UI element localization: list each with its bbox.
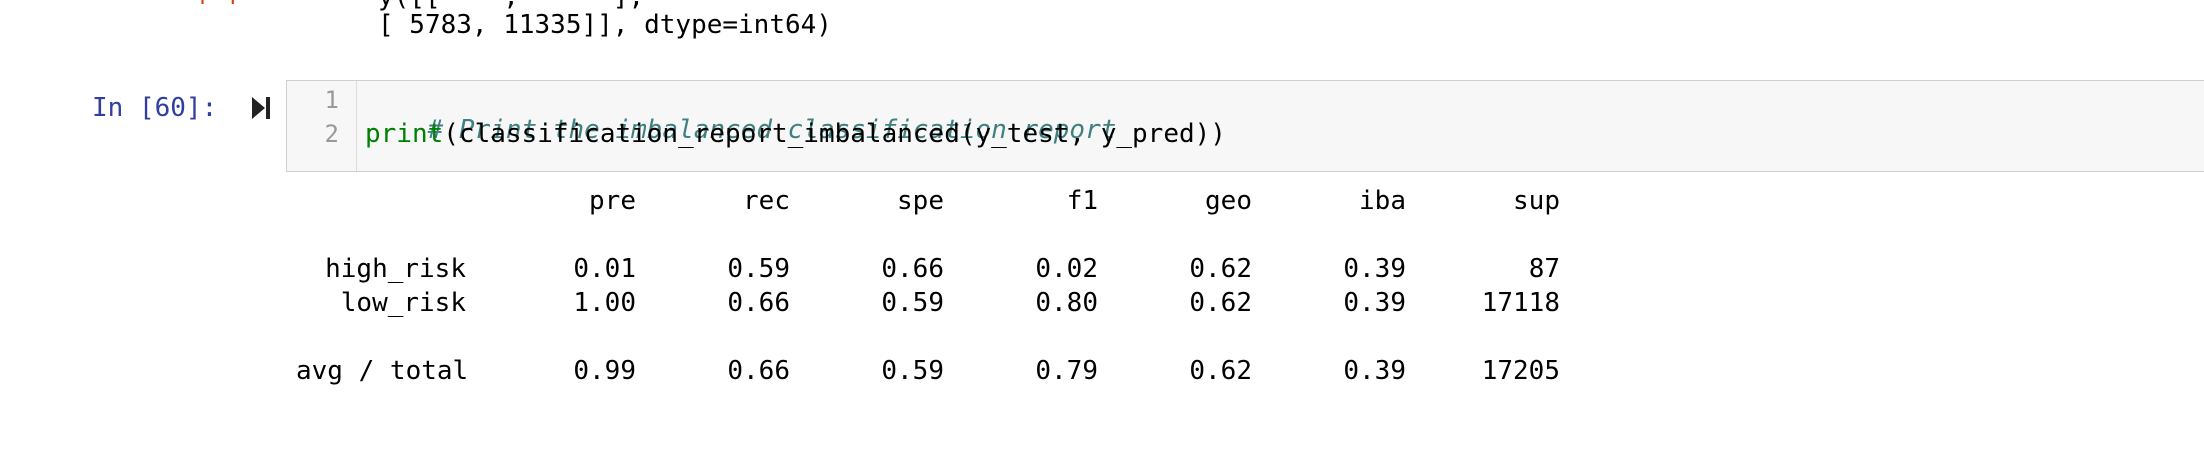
code-builtin-print: print: [365, 119, 444, 149]
line-number: 1: [324, 86, 339, 114]
line-number: 2: [324, 120, 339, 148]
report-cell: 0.01: [573, 254, 636, 284]
report-cell: 0.39: [1343, 254, 1406, 284]
report-cell: 0.66: [727, 356, 790, 386]
report-col-header: spe: [897, 186, 944, 216]
report-row-label: avg / total: [296, 356, 469, 386]
report-cell: 0.02: [1035, 254, 1098, 284]
report-cell: 17205: [1481, 356, 1560, 386]
report-cell: 0.99: [573, 356, 636, 386]
classification-report-output: pre rec spe f1 geo iba sup high_risk 0.0…: [296, 186, 1616, 406]
report-col-header: geo: [1205, 186, 1252, 216]
report-cell: 87: [1528, 254, 1560, 284]
previous-cell-output: [ ] y([[ , ], [ 5783, 11335]], dtype=int…: [0, 0, 1200, 40]
code-line-2: print(classification_report_imbalanced(y…: [365, 119, 1226, 149]
report-cell: 0.80: [1035, 288, 1098, 318]
step-run-icon[interactable]: [250, 95, 272, 121]
report-cell: 0.62: [1189, 288, 1252, 318]
previous-output-line-1: y([[ , ],: [378, 0, 644, 12]
report-cell: 0.79: [1035, 356, 1098, 386]
report-cell: 0.59: [881, 288, 944, 318]
line-number-gutter: 1 2: [287, 81, 357, 171]
code-call-args: (classification_report_imbalanced(y_test…: [443, 119, 1226, 149]
report-cell: 0.62: [1189, 254, 1252, 284]
previous-output-prompt: [ ]: [196, 0, 256, 4]
report-cell: 0.59: [881, 356, 944, 386]
report-col-header: f1: [1066, 186, 1098, 216]
previous-output-line-2: [ 5783, 11335]], dtype=int64): [378, 10, 832, 40]
report-cell: 0.39: [1343, 288, 1406, 318]
code-editor[interactable]: 1 2 # Print the imbalanced classificatio…: [286, 80, 2204, 172]
report-cell: 0.66: [881, 254, 944, 284]
report-cell: 0.62: [1189, 356, 1252, 386]
report-col-header: pre: [589, 186, 636, 216]
code-comment: # Print the imbalanced classification re…: [427, 115, 1117, 145]
report-row-label: low_risk: [340, 288, 466, 318]
report-cell: 0.66: [727, 288, 790, 318]
code-line-1: # Print the imbalanced classification re…: [365, 85, 1117, 175]
input-prompt: In [60]:: [92, 93, 218, 123]
report-cell: 17118: [1481, 288, 1560, 318]
report-col-header: rec: [743, 186, 790, 216]
report-cell: 0.59: [727, 254, 790, 284]
report-cell: 0.39: [1343, 356, 1406, 386]
report-col-header: sup: [1513, 186, 1560, 216]
report-row-label: high_risk: [325, 254, 466, 284]
report-col-header: iba: [1359, 186, 1406, 216]
report-cell: 1.00: [573, 288, 636, 318]
